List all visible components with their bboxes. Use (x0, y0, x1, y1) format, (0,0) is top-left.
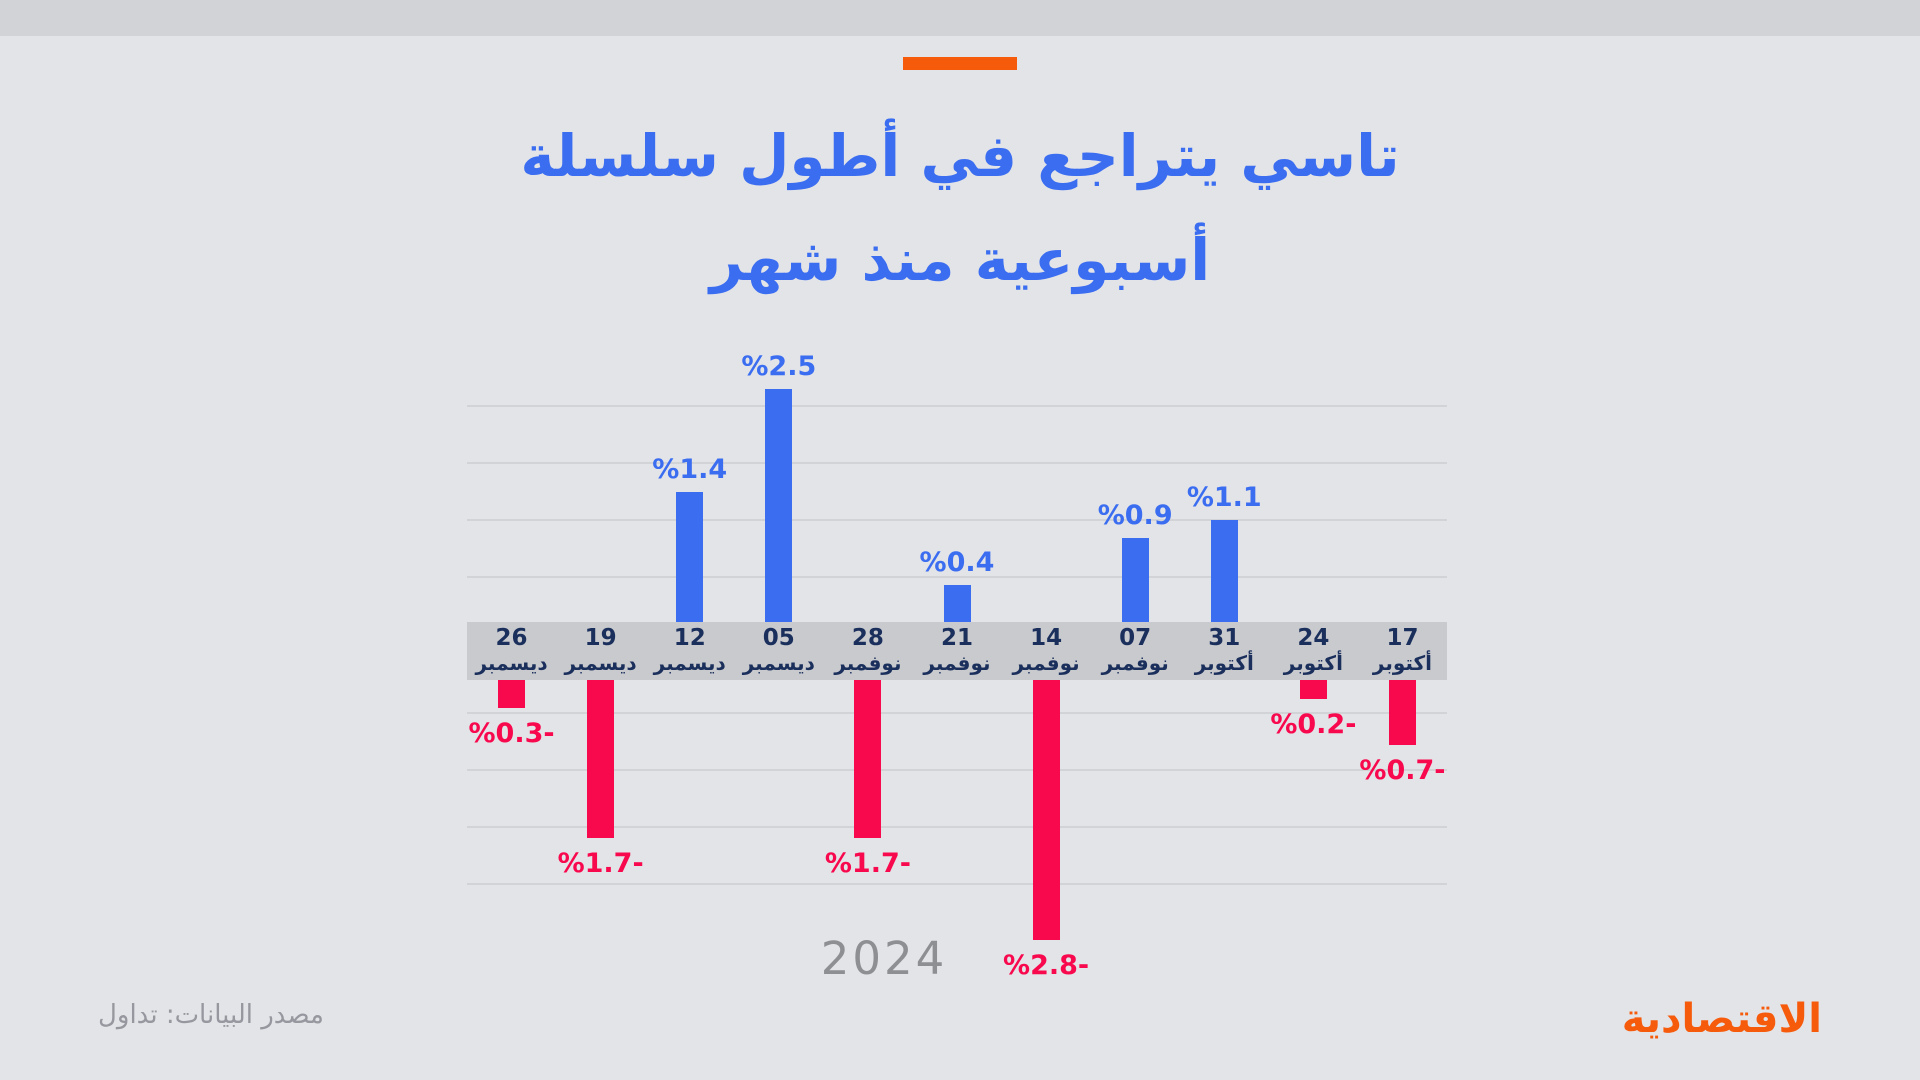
axis-date-band (467, 622, 1447, 680)
bar-value-label: %0.4 (919, 547, 995, 578)
data-source-label: مصدر البيانات: تداول (98, 1000, 324, 1030)
positive-bar (765, 389, 793, 622)
date-day-label: 26 (495, 625, 528, 651)
date-cell: 19 ديسمبر (556, 622, 645, 680)
negative-bar (1032, 680, 1060, 940)
date-cell: 05 ديسمبر (734, 622, 823, 680)
date-cell: 12 ديسمبر (645, 622, 734, 680)
date-month-label: ديسمبر (653, 651, 726, 675)
chart-title-line-2: أسبوعية منذ شهر (709, 226, 1211, 294)
negative-bar (854, 680, 882, 838)
bar-value-label: %2.5 (741, 351, 817, 382)
date-day-label: 05 (762, 625, 795, 651)
top-strip (0, 0, 1920, 36)
chart-title: تاسي يتراجع في أطول سلسلة أسبوعية منذ شه… (0, 104, 1920, 312)
date-day-label: 12 (673, 625, 706, 651)
negative-bar (1299, 680, 1327, 699)
positive-bar (1210, 520, 1238, 622)
gridline (467, 883, 1447, 885)
date-month-label: أكتوبر (1194, 651, 1254, 675)
bar-value-label: %0.2- (1270, 709, 1357, 740)
date-cell: 21 نوفمبر (912, 622, 1001, 680)
date-month-label: نوفمبر (834, 651, 902, 675)
date-cell: 07 نوفمبر (1091, 622, 1180, 680)
bar-value-label: %0.3- (468, 718, 555, 749)
bar-value-label: %1.4 (652, 454, 728, 485)
date-cell: 14 نوفمبر (1002, 622, 1091, 680)
brand-logo: الاقتصادية (1621, 996, 1822, 1042)
date-month-label: ديسمبر (475, 651, 548, 675)
date-month-label: أكتوبر (1283, 651, 1343, 675)
bar-value-label: %2.8- (1003, 950, 1090, 981)
date-month-label: نوفمبر (923, 651, 991, 675)
bar-value-label: %1.7- (557, 848, 644, 879)
date-month-label: أكتوبر (1372, 651, 1433, 675)
chart-title-line-1: تاسي يتراجع في أطول سلسلة (520, 122, 1400, 190)
gridline (467, 519, 1447, 521)
date-day-label: 17 (1386, 625, 1419, 651)
date-day-label: 21 (940, 625, 973, 651)
date-cell: 24 أكتوبر (1269, 622, 1358, 680)
bar-value-label: %1.1 (1186, 482, 1262, 513)
gridline (467, 462, 1447, 464)
gridline (467, 712, 1447, 714)
bar-value-label: %1.7- (824, 848, 911, 879)
bar-value-label: %0.7- (1359, 755, 1446, 786)
positive-bar (1121, 538, 1149, 622)
date-cell: 31 أكتوبر (1180, 622, 1269, 680)
positive-bar (676, 492, 704, 622)
gridline (467, 769, 1447, 771)
date-month-label: ديسمبر (742, 651, 815, 675)
accent-dash (903, 57, 1017, 70)
negative-bar (1388, 680, 1416, 745)
date-day-label: 24 (1297, 625, 1330, 651)
gridline (467, 576, 1447, 578)
negative-bar (587, 680, 615, 838)
year-label: 2024 (820, 932, 948, 985)
date-day-label: 07 (1119, 625, 1152, 651)
date-month-label: ديسمبر (564, 651, 637, 675)
date-day-label: 28 (851, 625, 884, 651)
bar-value-label: %0.9 (1097, 500, 1173, 531)
date-cell: 28 نوفمبر (823, 622, 912, 680)
gridline (467, 826, 1447, 828)
gridline (467, 405, 1447, 407)
date-month-label: نوفمبر (1101, 651, 1169, 675)
date-cell: 17 أكتوبر (1358, 622, 1447, 680)
date-day-label: 14 (1030, 625, 1063, 651)
positive-bar (943, 585, 971, 622)
date-cell: 26 ديسمبر (467, 622, 556, 680)
negative-bar (498, 680, 526, 708)
date-day-label: 31 (1208, 625, 1241, 651)
date-month-label: نوفمبر (1012, 651, 1080, 675)
date-day-label: 19 (584, 625, 617, 651)
